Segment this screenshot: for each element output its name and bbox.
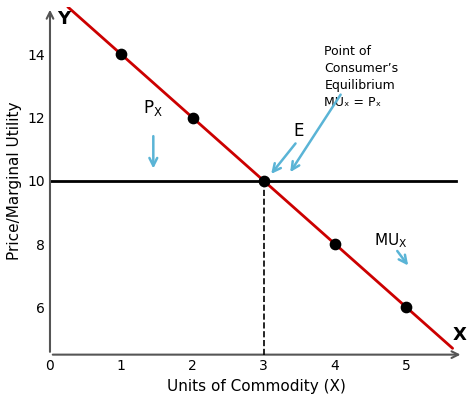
Text: $\mathregular{P_X}$: $\mathregular{P_X}$ bbox=[144, 97, 163, 117]
Text: $\mathregular{MU_X}$: $\mathregular{MU_X}$ bbox=[374, 231, 408, 250]
Point bbox=[402, 304, 410, 310]
Point bbox=[331, 241, 339, 247]
Text: X: X bbox=[453, 326, 467, 344]
Point bbox=[260, 178, 267, 184]
Y-axis label: Price/Marginal Utility: Price/Marginal Utility bbox=[7, 101, 22, 260]
X-axis label: Units of Commodity (X): Units of Commodity (X) bbox=[167, 379, 346, 394]
Text: Y: Y bbox=[57, 10, 70, 28]
Text: Point of
Consumer’s
Equilibrium
MUₓ = Pₓ: Point of Consumer’s Equilibrium MUₓ = Pₓ bbox=[324, 45, 399, 109]
Point bbox=[189, 114, 196, 121]
Point bbox=[118, 51, 125, 58]
Text: E: E bbox=[294, 122, 304, 140]
